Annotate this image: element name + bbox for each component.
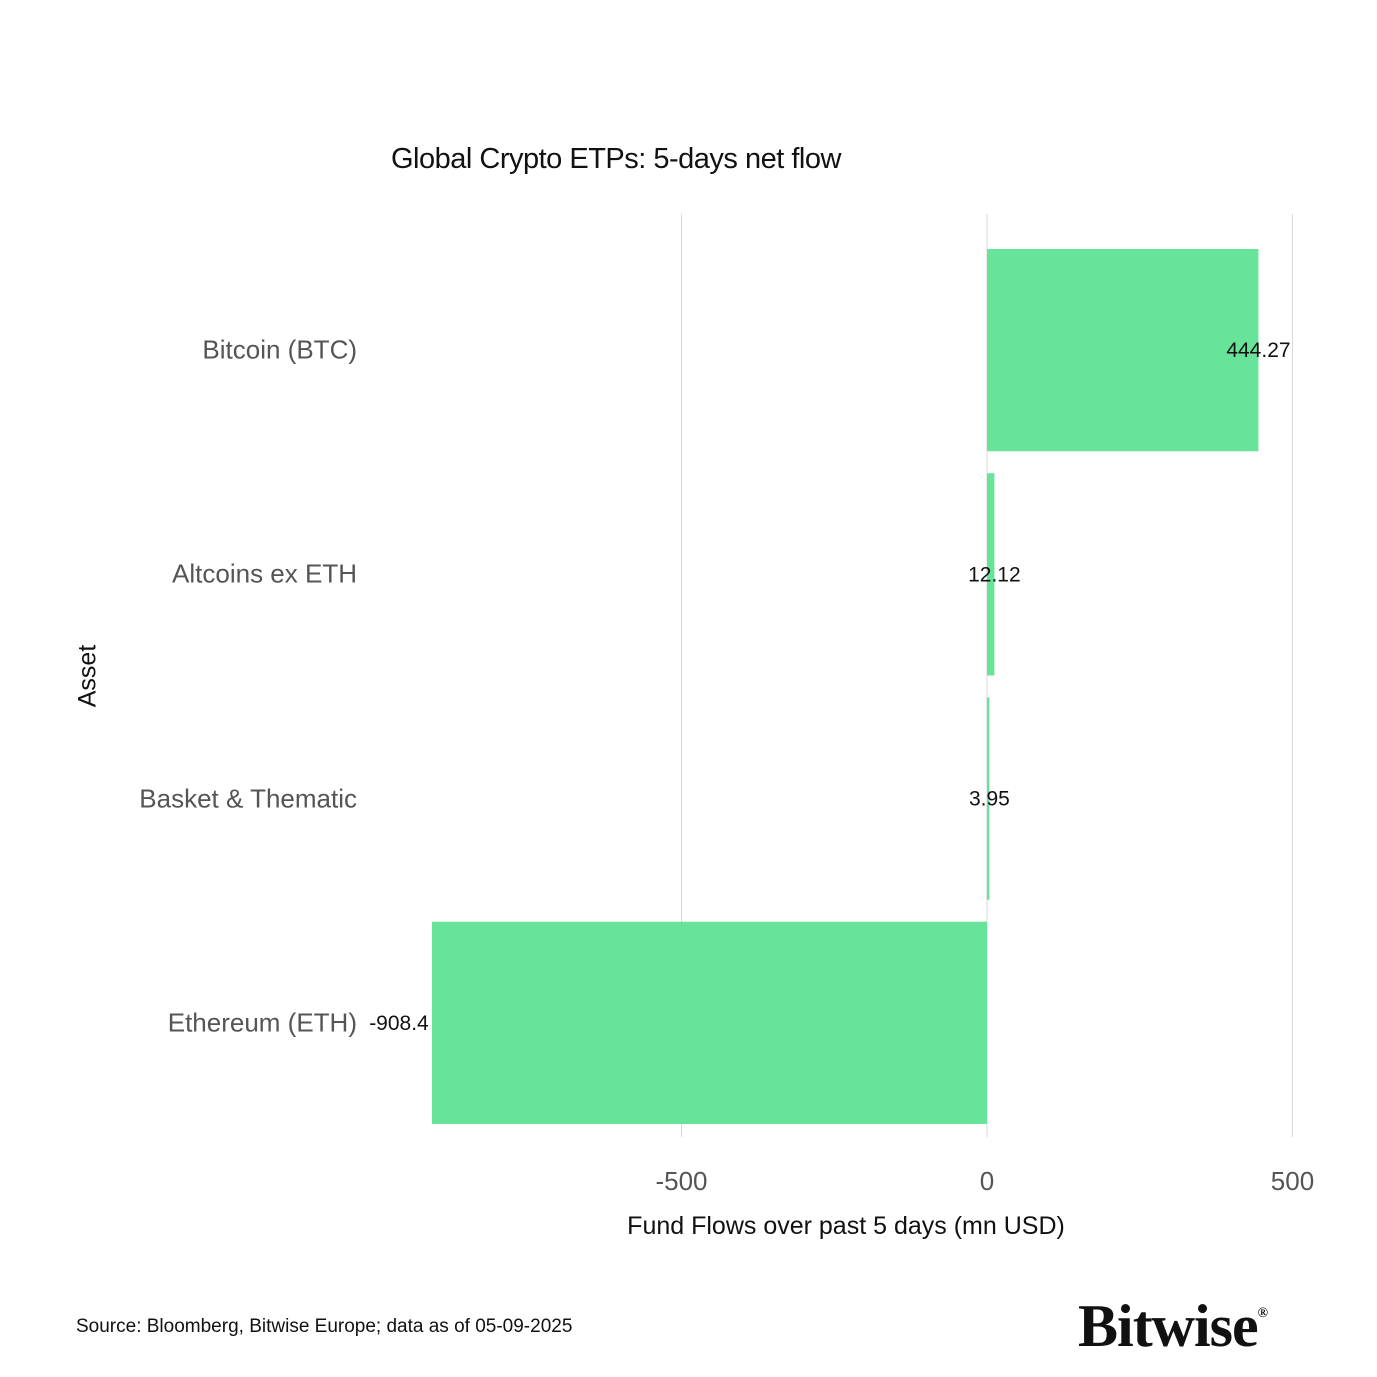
data-label: -908.4 [369,1012,429,1035]
bar [987,697,990,900]
bar [431,921,987,1124]
data-label: 3.95 [969,788,1010,811]
logo-text: Bitwise [1078,1293,1259,1359]
x-tick-label: 500 [1270,1166,1315,1196]
bar [987,249,1259,452]
bar [987,473,995,676]
x-tick-label: -500 [655,1166,708,1196]
source-note: Source: Bloomberg, Bitwise Europe; data … [76,1316,573,1337]
bitwise-logo: Bitwise® [1078,1292,1269,1361]
category-label: Bitcoin (BTC) [202,334,357,365]
category-label: Altcoins ex ETH [172,558,357,589]
category-label: Ethereum (ETH) [167,1007,357,1038]
x-tick-label: 0 [979,1166,995,1196]
data-label: 12.12 [968,563,1021,586]
x-axis-label: Fund Flows over past 5 days (mn USD) [627,1212,1065,1240]
y-axis-label: Asset [73,644,102,708]
logo-mark: ® [1257,1306,1269,1321]
chart-title: Global Crypto ETPs: 5-days net flow [391,143,841,175]
category-label: Basket & Thematic [139,783,357,814]
data-label: 444.27 [1226,339,1290,362]
